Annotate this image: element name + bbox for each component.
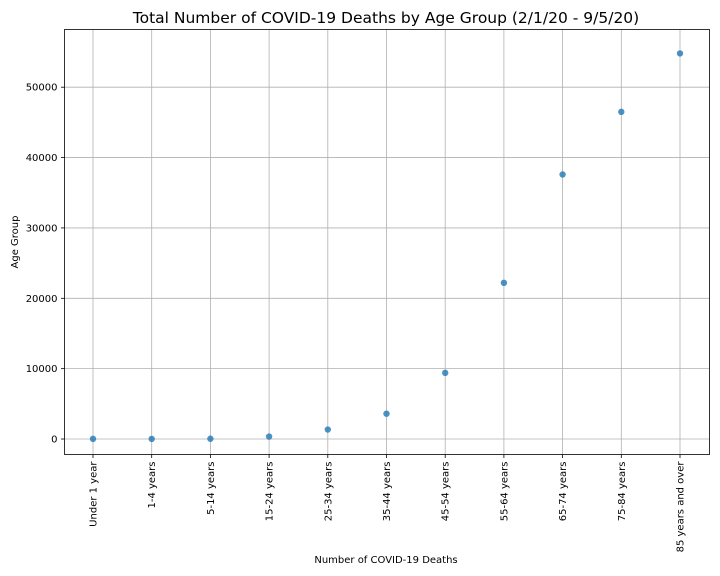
grid-layer [64,29,710,455]
data-point [618,108,625,116]
plot-frame [64,29,710,455]
x-tick-label: 55-64 years [499,462,510,522]
data-point [676,50,684,57]
x-tick-label: Under 1 year [89,461,100,527]
x-tick-label: 15-24 years [265,462,276,522]
x-ticks: Under 1 year 1-4 years 5-14 years 15-24 yea… [89,454,687,553]
data-point [559,171,566,178]
x-tick-label: 5-14 years [206,462,217,515]
y-tick-label: 40000 [26,153,58,164]
chart-title: Total Number of COVID-19 Deaths by Age G… [132,9,639,27]
data-point [148,435,155,443]
data-point [207,435,214,442]
y-tick-label: 0 [51,435,57,446]
x-tick-label: 75-84 years [617,462,628,522]
x-tick-label: 35-44 years [382,462,393,522]
data-point [442,369,449,377]
data-point [383,410,390,417]
x-tick-label: 25-34 years [323,462,334,522]
x-tick-label: 85 years and over [676,461,687,553]
x-tick-label: 1-4 years [147,462,158,509]
y-ticks: 0 10000 20000 30000 40000 50000 [26,83,65,446]
x-tick-label: 65-74 years [558,462,569,522]
y-tick-label: 30000 [26,223,58,234]
x-tick-label: 45-54 years [441,462,452,522]
data-point [265,433,273,440]
data-point [89,435,97,443]
y-axis-label: Age Group [10,216,21,269]
x-axis-label: Number of COVID-19 Deaths [314,555,457,566]
points-layer [89,50,684,443]
y-tick-label: 50000 [26,83,58,94]
data-point [324,426,331,433]
data-point [500,279,508,287]
y-tick-label: 10000 [26,364,58,375]
y-tick-label: 20000 [26,294,58,305]
